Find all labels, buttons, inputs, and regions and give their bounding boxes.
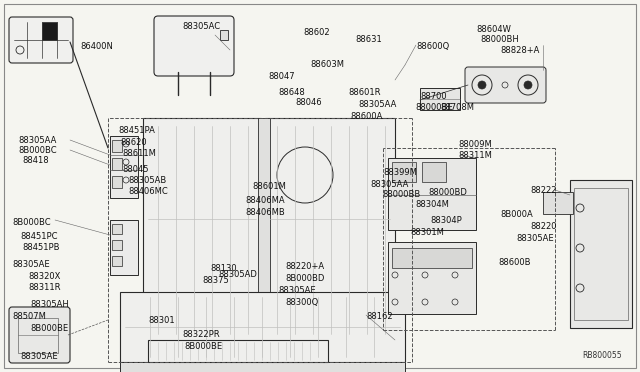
Text: 88305AC: 88305AC (182, 22, 220, 31)
Bar (570, 180, 632, 328)
Text: 88708M: 88708M (440, 103, 474, 112)
Bar (112, 256, 122, 266)
Text: 88648: 88648 (278, 88, 305, 97)
Text: 88305AE: 88305AE (20, 352, 58, 361)
FancyBboxPatch shape (9, 307, 70, 363)
Text: 88451PA: 88451PA (118, 126, 155, 135)
Text: 88601R: 88601R (348, 88, 381, 97)
Circle shape (524, 81, 532, 89)
Text: 88600B: 88600B (498, 258, 531, 267)
Text: 88418: 88418 (22, 156, 49, 165)
FancyBboxPatch shape (9, 17, 73, 63)
Text: 8B000BC: 8B000BC (12, 218, 51, 227)
Bar (422, 162, 446, 182)
Text: 88700: 88700 (420, 92, 447, 101)
Text: 88304P: 88304P (430, 216, 461, 225)
Bar (574, 188, 628, 320)
Text: 8B000A: 8B000A (500, 210, 532, 219)
Text: 88045: 88045 (122, 165, 148, 174)
Text: 88162: 88162 (366, 312, 392, 321)
Text: 88620: 88620 (120, 138, 147, 147)
Text: 88300Q: 88300Q (285, 298, 318, 307)
Bar (120, 292, 405, 362)
Bar (143, 118, 261, 342)
Text: 8B000BC: 8B000BC (18, 146, 56, 155)
Text: 8B000BE: 8B000BE (30, 324, 68, 333)
Bar (110, 220, 138, 275)
Text: 88305AA: 88305AA (18, 136, 56, 145)
Bar (148, 340, 328, 362)
Text: 88305AA: 88305AA (370, 180, 408, 189)
Text: 88311M: 88311M (458, 151, 492, 160)
Bar (420, 88, 460, 110)
Bar (112, 140, 122, 152)
Bar (392, 162, 416, 182)
Text: 88322PR: 88322PR (182, 330, 220, 339)
Bar (543, 192, 573, 214)
Bar (112, 176, 122, 188)
Text: 88406MB: 88406MB (245, 208, 285, 217)
Bar (112, 224, 122, 234)
Text: 88406MA: 88406MA (245, 196, 285, 205)
Text: 88000BH: 88000BH (480, 35, 519, 44)
Text: 88305AB: 88305AB (128, 176, 166, 185)
Text: 88602: 88602 (303, 28, 330, 37)
Text: 88304M: 88304M (415, 200, 449, 209)
Circle shape (478, 81, 486, 89)
Text: 88301: 88301 (148, 316, 175, 325)
Text: 88600A: 88600A (350, 112, 382, 121)
Text: 88000BB: 88000BB (382, 190, 420, 199)
Bar (18, 318, 58, 353)
FancyBboxPatch shape (154, 16, 234, 76)
Bar (120, 362, 405, 372)
Text: 88320X: 88320X (28, 272, 60, 281)
Text: 88603M: 88603M (310, 60, 344, 69)
Text: 88220+A: 88220+A (285, 262, 324, 271)
Text: 8B000BD: 8B000BD (285, 274, 324, 283)
Text: 88600Q: 88600Q (416, 42, 449, 51)
Bar (388, 242, 476, 314)
Bar (220, 30, 228, 40)
Text: 88399M: 88399M (383, 168, 417, 177)
Text: 88451PB: 88451PB (22, 243, 60, 252)
Text: 88611M: 88611M (122, 149, 156, 158)
FancyBboxPatch shape (465, 67, 546, 103)
Text: 88000BE: 88000BE (415, 103, 452, 112)
Bar (392, 248, 472, 268)
Text: 88604W: 88604W (476, 25, 511, 34)
Text: 88375: 88375 (202, 276, 228, 285)
Text: 88828+A: 88828+A (500, 46, 540, 55)
Text: 88301M: 88301M (410, 228, 444, 237)
Text: 88130: 88130 (210, 264, 237, 273)
Text: 88451PC: 88451PC (20, 232, 58, 241)
Text: 88305AA: 88305AA (358, 100, 396, 109)
Text: 88305AH: 88305AH (30, 300, 68, 309)
Text: 88000BD: 88000BD (428, 188, 467, 197)
Text: 88507M: 88507M (12, 312, 46, 321)
Text: 88305AE: 88305AE (278, 286, 316, 295)
Bar (112, 240, 122, 250)
Text: 88631: 88631 (355, 35, 381, 44)
Text: 88220: 88220 (530, 222, 557, 231)
Text: 88009M: 88009M (458, 140, 492, 149)
Bar (388, 158, 476, 230)
Text: 88305AD: 88305AD (218, 270, 257, 279)
Bar (258, 118, 270, 342)
Text: 86400N: 86400N (80, 42, 113, 51)
Text: 88601M: 88601M (252, 182, 286, 191)
Text: 88046: 88046 (295, 98, 322, 107)
Text: 88047: 88047 (268, 72, 294, 81)
Bar (42, 22, 57, 40)
Text: 88305AE: 88305AE (516, 234, 554, 243)
Text: 88222: 88222 (530, 186, 557, 195)
Bar (112, 158, 122, 170)
Text: 88311R: 88311R (28, 283, 61, 292)
Text: 88305AE: 88305AE (12, 260, 50, 269)
Text: 8B000BE: 8B000BE (184, 342, 222, 351)
Bar (110, 136, 138, 198)
Text: 88406MC: 88406MC (128, 187, 168, 196)
Bar (265, 118, 395, 342)
Text: RB800055: RB800055 (582, 351, 622, 360)
